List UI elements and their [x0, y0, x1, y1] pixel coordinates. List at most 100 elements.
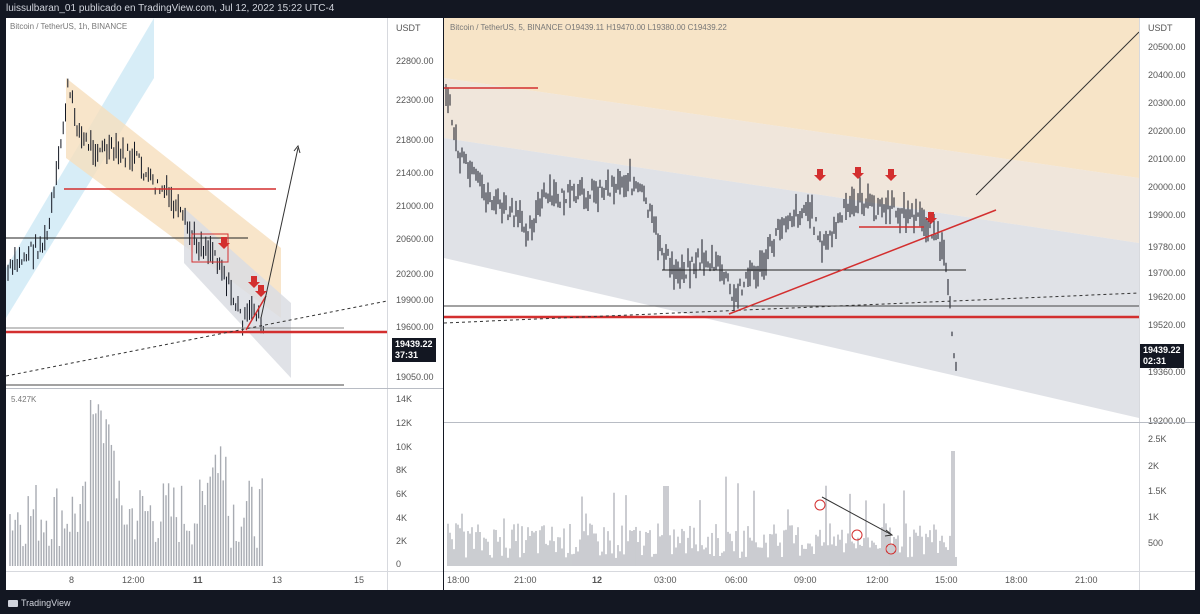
arrowhead: [884, 529, 894, 537]
right-chart-canvas[interactable]: [444, 18, 1195, 590]
left-volume-tick: 8K: [396, 465, 408, 475]
right-price-tick: 20300.00: [1148, 98, 1186, 108]
right-currency-label: USDT: [1148, 23, 1173, 33]
red-arrow-icon: [852, 167, 864, 179]
left-chart-canvas[interactable]: [6, 18, 443, 590]
right-chart-panel[interactable]: Bitcoin / TetherUS, 5, BINANCE O19439.11…: [444, 18, 1195, 590]
right-price-tick: 20100.00: [1148, 154, 1186, 164]
footer-bar: TradingView: [0, 590, 1200, 614]
volume-circle: [851, 529, 863, 541]
descending-channel-upper: [444, 18, 1139, 178]
right-price-tick: 20400.00: [1148, 70, 1186, 80]
right-time-tick: 18:00: [1005, 575, 1028, 585]
dashed-trendline: [6, 300, 388, 377]
left-volume-tick: 14K: [396, 394, 413, 404]
dashed-trendline: [444, 292, 1140, 324]
right-price-tick: 19700.00: [1148, 268, 1186, 278]
left-price-tick: 20200.00: [396, 269, 434, 279]
left-pane-divider[interactable]: [6, 388, 443, 389]
left-time-tick: 11: [193, 575, 203, 585]
right-last-price: 19439.22: [1143, 345, 1181, 355]
channel-overlap: [444, 78, 1139, 243]
descending-channel-lower: [444, 138, 1139, 418]
red-arrow-icon: [218, 237, 230, 249]
right-price-tick: 19620.00: [1148, 292, 1186, 302]
left-price-tick: 21000.00: [396, 201, 434, 211]
left-time-tick: 12:00: [122, 575, 145, 585]
right-time-tick: 06:00: [725, 575, 748, 585]
left-price-tick: 20600.00: [396, 234, 434, 244]
left-chart-legend: Bitcoin / TetherUS, 1h, BINANCE: [10, 22, 128, 31]
tradingview-logo-icon: [8, 599, 18, 607]
right-volume-tick: 2K: [1148, 461, 1160, 471]
left-time-tick: 13: [272, 575, 283, 585]
right-time-tick: 18:00: [447, 575, 470, 585]
left-price-tick: 19600.00: [396, 322, 434, 332]
left-time-axis-border: [6, 571, 443, 572]
right-price-tick: 20500.00: [1148, 42, 1186, 52]
rising-trend-line: [728, 209, 997, 315]
arrowhead: [293, 144, 301, 154]
left-currency-label: USDT: [396, 23, 421, 33]
red-arrow-icon: [885, 169, 897, 181]
volume-trend-line: [821, 496, 893, 536]
right-price-tick: 19200.00: [1148, 416, 1186, 426]
right-volume-tick: 2.5K: [1148, 434, 1167, 444]
left-volume-tick: 6K: [396, 489, 408, 499]
left-volume-tick: 4K: [396, 513, 408, 523]
right-price-tick: 20200.00: [1148, 126, 1186, 136]
left-last-price: 19439.22: [395, 339, 433, 349]
trend-line: [245, 295, 267, 331]
right-countdown: 02:31: [1143, 356, 1167, 366]
projection-line: [975, 31, 1140, 196]
right-time-tick: 09:00: [794, 575, 817, 585]
consolidation-box: [191, 233, 229, 263]
tradingview-brand: TradingView: [21, 598, 71, 608]
left-price-tick: 21800.00: [396, 135, 434, 145]
right-time-tick: 12:00: [866, 575, 889, 585]
right-volume-tick: 500: [1148, 538, 1164, 548]
volume-circle: [885, 543, 897, 555]
right-time-tick: 03:00: [654, 575, 677, 585]
right-time-tick: 21:00: [514, 575, 537, 585]
left-price-tick: 19900.00: [396, 295, 434, 305]
left-price-tick: 22800.00: [396, 56, 434, 66]
right-volume-tick: 1K: [1148, 512, 1160, 522]
right-pane-divider[interactable]: [444, 422, 1195, 423]
left-price-axis[interactable]: USDT 22800.00 22300.00 21800.00 21400.00…: [387, 18, 443, 590]
red-arrow-icon: [814, 169, 826, 181]
red-arrow-icon: [925, 212, 937, 224]
right-price-tick: 19900.00: [1148, 210, 1186, 220]
left-volume-tick: 12K: [396, 418, 413, 428]
right-time-tick: 12: [592, 575, 603, 585]
right-chart-legend: Bitcoin / TetherUS, 5, BINANCE O19439.11…: [450, 23, 727, 32]
publish-attribution: luissulbaran_01 publicado en TradingView…: [6, 3, 335, 14]
right-time-axis-border: [444, 571, 1195, 572]
red-arrow-icon: [248, 276, 260, 288]
tradingview-logo[interactable]: TradingView: [8, 598, 71, 608]
projection-line: [260, 147, 299, 319]
red-arrow-icon: [255, 285, 267, 297]
left-chart-panel[interactable]: Bitcoin / TetherUS, 1h, BINANCE USDT 228…: [6, 18, 443, 590]
right-price-tick: 20000.00: [1148, 182, 1186, 192]
left-countdown: 37:31: [395, 350, 419, 360]
right-last-price-tag: 19439.22 02:31: [1140, 344, 1184, 368]
right-price-tick: 19520.00: [1148, 320, 1186, 330]
left-price-tick: 22300.00: [396, 95, 434, 105]
left-volume-tick: 0: [396, 559, 402, 569]
left-time-tick: 15: [354, 575, 365, 585]
left-price-tick: 21400.00: [396, 168, 434, 178]
left-volume-tick: 10K: [396, 442, 413, 452]
left-last-price-tag: 19439.22 37:31: [392, 338, 436, 362]
volume-circle: [814, 499, 826, 511]
left-volume-value: 5.427K: [11, 395, 37, 404]
right-price-tick: 19780.00: [1148, 242, 1186, 252]
left-price-tick: 19050.00: [396, 372, 434, 382]
right-time-tick: 21:00: [1075, 575, 1098, 585]
right-volume-tick: 1.5K: [1148, 486, 1167, 496]
right-time-tick: 15:00: [935, 575, 958, 585]
right-price-axis[interactable]: USDT 20500.00 20400.00 20300.00 20200.00…: [1139, 18, 1195, 590]
left-volume-tick: 2K: [396, 536, 408, 546]
left-time-tick: 8: [69, 575, 75, 585]
right-price-tick: 19360.00: [1148, 367, 1186, 377]
